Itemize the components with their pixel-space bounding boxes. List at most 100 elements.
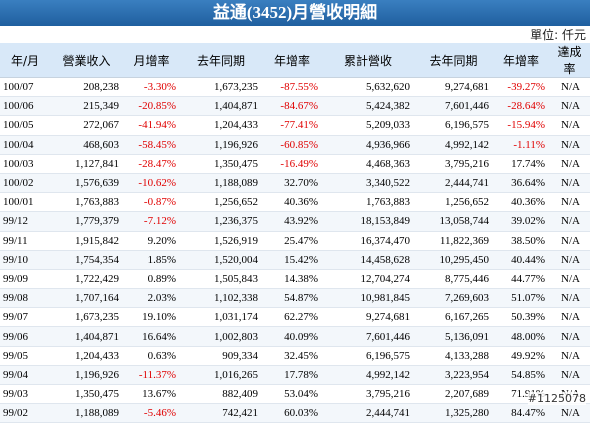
table-cell: 62.27% [262,307,322,328]
table-cell: 16.64% [123,326,180,347]
table-cell: 100/07 [0,77,50,98]
table-cell: 51.07% [493,288,549,309]
table-cell: 909,334 [180,346,262,366]
table-cell: -20.85% [123,96,180,117]
table-cell: N/A [549,173,590,194]
table-cell: 272,067 [50,115,123,136]
table-cell: 1,196,926 [50,365,123,386]
table-cell: 5,632,620 [322,77,414,98]
table-cell: 1,236,375 [180,211,262,232]
column-header: 達成率 [549,43,590,78]
table-cell: 1,707,164 [50,288,123,309]
table-cell: 1,404,871 [180,96,262,117]
table-cell: 6,196,575 [322,346,414,366]
table-row: 100/02 1,576,639 -10.62% 1,188,089 32.70% 3,3… [0,173,590,194]
table-cell: 99/11 [0,231,50,251]
table-cell: 99/07 [0,307,50,328]
table-cell: 19.10% [123,307,180,328]
table-cell: 1,188,089 [180,173,262,194]
revenue-table: 年/月 營業收入 月增率 去年同期 年增率 累計營收 去年同期 年增率 達成率 100/07 20… [0,43,590,423]
table-cell: N/A [549,135,590,155]
table-cell: 1,520,004 [180,250,262,270]
table-cell: 1,779,379 [50,211,123,232]
table-row: 99/03 1,350,475 13.67% 882,409 53.04% 3,795,2… [0,384,590,405]
table-cell: N/A [549,154,590,174]
table-cell: 13.67% [123,384,180,405]
column-header: 年/月 [0,43,50,78]
table-row: 100/01 1,763,883 -0.87% 1,256,652 40.36% 1,76… [0,192,590,213]
column-header: 年增率 [262,43,322,78]
table-cell: 1,350,475 [180,154,262,174]
table-cell: 18,153,849 [322,211,414,232]
watermark: #1125078 [527,392,586,405]
table-cell: 4,133,288 [414,346,493,366]
table-cell: 4,936,966 [322,135,414,155]
table-cell: 14.38% [262,269,322,290]
table-cell: 5,424,382 [322,96,414,117]
header-row: 年/月 營業收入 月增率 去年同期 年增率 累計營收 去年同期 年增率 達成率 [0,43,590,78]
table-cell: 0.89% [123,269,180,290]
table-row: 99/12 1,779,379 -7.12% 1,236,375 43.92% 18,15… [0,211,590,232]
table-cell: N/A [549,307,590,328]
table-cell: 9,274,681 [322,307,414,328]
table-cell: 99/05 [0,346,50,366]
table-cell: 1,763,883 [50,192,123,213]
table-cell: 99/04 [0,365,50,386]
table-cell: 48.00% [493,326,549,347]
table-cell: 1,127,841 [50,154,123,174]
table-cell: 1,526,919 [180,231,262,251]
table-cell: -87.55% [262,77,322,98]
table-cell: -84.67% [262,96,322,117]
table-row: 99/07 1,673,235 19.10% 1,031,174 62.27% 9,274… [0,307,590,328]
table-cell: 50.39% [493,307,549,328]
table-cell: 99/03 [0,384,50,405]
table-cell: -11.37% [123,365,180,386]
table-cell: -16.49% [262,154,322,174]
table-cell: N/A [549,269,590,290]
table-cell: 99/12 [0,211,50,232]
table-cell: 15.42% [262,250,322,270]
table-cell: 99/09 [0,269,50,290]
table-cell: N/A [549,115,590,136]
column-header: 去年同期 [180,43,262,78]
table-cell: N/A [549,96,590,117]
table-cell: 40.44% [493,250,549,270]
table-cell: 25.47% [262,231,322,251]
table-cell: 1,002,803 [180,326,262,347]
table-cell: 8,775,446 [414,269,493,290]
table-cell: 1,763,883 [322,192,414,213]
table-cell: -58.45% [123,135,180,155]
column-header: 年增率 [493,43,549,78]
table-cell: 1,256,652 [414,192,493,213]
table-cell: -41.94% [123,115,180,136]
table-cell: N/A [549,211,590,232]
table-cell: 7,601,446 [414,96,493,117]
table-row: 99/11 1,915,842 9.20% 1,526,919 25.47% 16,374… [0,231,590,251]
table-cell: 54.85% [493,365,549,386]
table-row: 100/05 272,067 -41.94% 1,204,433 -77.41% 5,20… [0,115,590,136]
table-cell: 1,256,652 [180,192,262,213]
table-cell: 3,795,216 [414,154,493,174]
table-cell: 100/03 [0,154,50,174]
column-header: 營業收入 [50,43,123,78]
table-cell: 40.09% [262,326,322,347]
table-cell: 40.36% [262,192,322,213]
table-cell: 1,673,235 [50,307,123,328]
table-row: 100/07 208,238 -3.30% 1,673,235 -87.55% 5,632… [0,77,590,98]
table-cell: 1,031,174 [180,307,262,328]
table-cell: 4,992,142 [414,135,493,155]
table-cell: N/A [549,231,590,251]
table-cell: -3.30% [123,77,180,98]
table-cell: -77.41% [262,115,322,136]
column-header: 去年同期 [414,43,493,78]
table-cell: 5,209,033 [322,115,414,136]
table-cell: 1,016,265 [180,365,262,386]
table-cell: 17.78% [262,365,322,386]
table-cell: 99/06 [0,326,50,347]
table-cell: -15.94% [493,115,549,136]
table-row: 99/04 1,196,926 -11.37% 1,016,265 17.78% 4,99… [0,365,590,386]
table-cell: 1,350,475 [50,384,123,405]
table-row: 99/06 1,404,871 16.64% 1,002,803 40.09% 7,601… [0,326,590,347]
table-row: 100/04 468,603 -58.45% 1,196,926 -60.85% 4,93… [0,135,590,155]
table-cell: 39.02% [493,211,549,232]
